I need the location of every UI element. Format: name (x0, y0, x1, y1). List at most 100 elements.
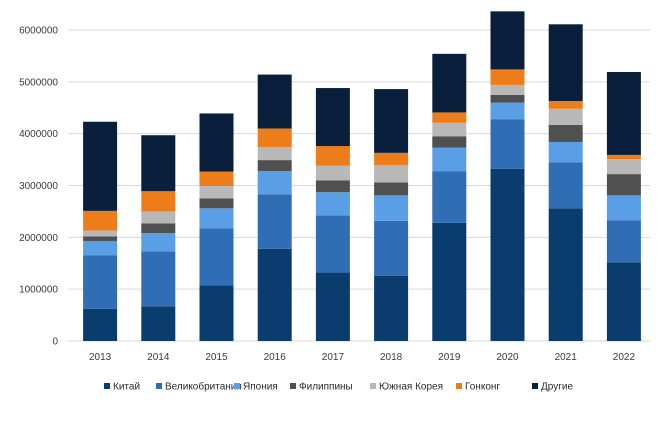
bar-segment-1 (490, 168, 525, 341)
x-tick-label: 2016 (264, 352, 287, 363)
y-axis-ticks: 0 1000000 2000000 3000000 4000000 5000000 6000… (19, 26, 58, 348)
bar-segment-6 (548, 101, 583, 109)
bar-segment-1 (548, 208, 583, 341)
y-tick-label: 4000000 (19, 129, 58, 140)
bar-stack-2020 (490, 11, 525, 341)
legend-label: Великобритания (165, 381, 242, 393)
y-tick-label: 3000000 (19, 181, 58, 192)
bar-segment-5 (490, 84, 525, 95)
x-axis-ticks: 2013 2014 2015 2016 2017 2018 2019 2020 2021 2022 (89, 352, 635, 363)
bar-segment-1 (257, 248, 292, 341)
bar-segment-6 (315, 146, 350, 166)
legend-item: Южная Корея (370, 382, 443, 393)
bar-segment-2 (257, 194, 292, 249)
bar-segment-5 (374, 165, 409, 183)
bar-segment-5 (83, 230, 118, 237)
bar-segment-2 (548, 162, 583, 209)
bar-segment-7 (257, 74, 292, 129)
x-tick-label: 2022 (613, 352, 636, 363)
legend-item: Великобритания (156, 381, 242, 393)
bar-segment-2 (606, 220, 641, 263)
x-tick-label: 2019 (438, 352, 461, 363)
bar-segment-5 (141, 211, 176, 224)
bar-segment-3 (490, 102, 525, 120)
bar-stack-2018 (374, 89, 409, 341)
bar-segment-1 (83, 308, 118, 341)
legend-swatch (290, 383, 296, 389)
legend-swatch (156, 383, 162, 389)
bar-segment-1 (606, 262, 641, 341)
y-tick-label: 0 (52, 337, 58, 348)
bar-segment-3 (83, 240, 118, 256)
bar-segment-4 (606, 174, 641, 196)
bar-segment-2 (199, 228, 234, 286)
legend-item: Китай (104, 382, 140, 393)
bar-segment-4 (315, 180, 350, 193)
bar-segment-1 (374, 275, 409, 341)
bar-stack-2017 (315, 88, 350, 341)
bar-segment-7 (141, 135, 176, 192)
bar-segment-7 (606, 71, 641, 155)
bar-segment-6 (141, 191, 176, 212)
bar-segment-1 (315, 272, 350, 341)
bar-segment-2 (432, 171, 467, 223)
bar-segment-6 (490, 69, 525, 85)
bar-segment-1 (432, 222, 467, 341)
bar-segment-4 (141, 223, 176, 234)
legend-swatch (456, 383, 462, 389)
bar-segment-3 (548, 141, 583, 163)
x-tick-label: 2015 (205, 352, 228, 363)
legend-item: Гонконг (456, 382, 500, 393)
bar-segment-7 (315, 88, 350, 147)
x-tick-label: 2021 (555, 352, 578, 363)
legend: Китай Великобритания Япония Филиппины Южная … (104, 381, 573, 393)
bar-segment-4 (548, 124, 583, 142)
bar-segment-5 (199, 186, 234, 199)
bar-segment-7 (374, 89, 409, 153)
bar-segment-1 (141, 306, 176, 341)
legend-label: Япония (243, 382, 278, 393)
legend-label: Гонконг (465, 382, 500, 393)
bar-stack-2014 (141, 135, 176, 341)
x-tick-label: 2014 (147, 352, 170, 363)
bar-segment-3 (257, 170, 292, 195)
bar-segment-7 (548, 24, 583, 102)
bars (83, 11, 641, 341)
bar-segment-4 (490, 94, 525, 103)
legend-swatch (370, 383, 376, 389)
bar-segment-5 (606, 159, 641, 175)
legend-swatch (532, 383, 538, 389)
x-tick-label: 2013 (89, 352, 112, 363)
bar-segment-6 (374, 152, 409, 166)
bar-segment-2 (490, 119, 525, 169)
y-tick-label: 5000000 (19, 77, 58, 88)
bar-segment-6 (199, 171, 234, 187)
x-tick-label: 2018 (380, 352, 403, 363)
y-tick-label: 1000000 (19, 285, 58, 296)
bar-segment-4 (257, 160, 292, 171)
bar-segment-4 (199, 198, 234, 209)
bar-segment-2 (141, 251, 176, 307)
bar-segment-4 (83, 236, 118, 241)
bar-stack-2022 (606, 71, 641, 341)
bar-segment-3 (374, 195, 409, 221)
bar-segment-2 (315, 215, 350, 273)
bar-segment-7 (199, 113, 234, 172)
bar-segment-4 (374, 182, 409, 196)
bar-segment-3 (141, 233, 176, 252)
legend-label: Другие (541, 382, 573, 393)
bar-segment-7 (83, 121, 118, 211)
bar-segment-3 (606, 195, 641, 221)
bar-segment-3 (432, 147, 467, 172)
x-tick-label: 2017 (322, 352, 345, 363)
legend-item: Япония (234, 382, 278, 393)
bar-segment-7 (490, 11, 525, 70)
x-tick-label: 2020 (496, 352, 519, 363)
y-tick-label: 2000000 (19, 233, 58, 244)
legend-swatch (234, 383, 240, 389)
bar-segment-6 (257, 128, 292, 148)
legend-item: Другие (532, 382, 573, 393)
bar-stack-2019 (432, 53, 467, 341)
